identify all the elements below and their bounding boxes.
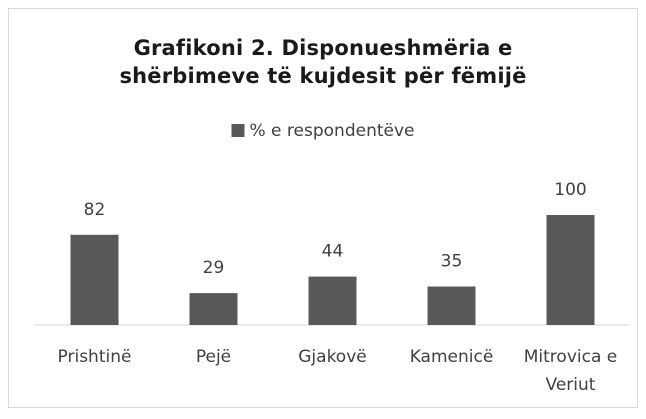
x-tick-label: Kamenicë [410, 347, 494, 367]
legend-label: % e respondentëve [250, 121, 415, 141]
x-tick-label: Mitrovica e Veriut [524, 347, 617, 395]
x-tick-label: Pejë [196, 347, 231, 367]
value-label: 44 [322, 242, 344, 262]
value-label: 29 [203, 258, 225, 278]
bar [189, 293, 238, 325]
legend-swatch [231, 124, 245, 137]
bar [70, 234, 119, 325]
bar [427, 286, 476, 325]
chart-title: Grafikoni 2. Disponueshmëria e shërbimev… [119, 36, 527, 88]
bar [308, 276, 357, 325]
chart-frame [8, 8, 638, 408]
value-label: 35 [441, 252, 463, 272]
value-label: 82 [84, 200, 106, 220]
value-label: 100 [554, 180, 586, 200]
bar [546, 215, 595, 325]
x-tick-label: Gjakovë [298, 347, 366, 367]
x-tick-label: Prishtinë [58, 347, 132, 367]
